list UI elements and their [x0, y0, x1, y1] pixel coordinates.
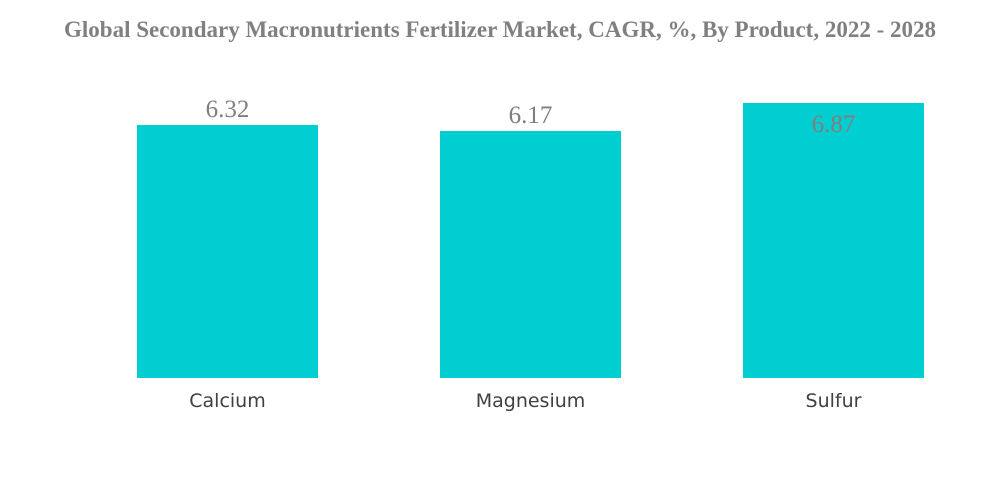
value-label-sulfur: 6.87	[812, 111, 856, 138]
bars-group	[137, 103, 924, 378]
category-label-calcium: Calcium	[189, 390, 265, 412]
category-labels-group: Calcium Magnesium Sulfur	[189, 390, 861, 412]
value-label-calcium: 6.32	[206, 96, 250, 123]
value-labels-group: 6.32 6.17 6.87	[206, 96, 856, 138]
chart-title: Global Secondary Macronutrients Fertiliz…	[64, 17, 936, 42]
bar-sulfur	[743, 103, 924, 378]
category-label-magnesium: Magnesium	[476, 390, 586, 412]
bar-calcium	[137, 125, 318, 378]
bar-magnesium	[440, 131, 621, 378]
value-label-magnesium: 6.17	[509, 102, 553, 129]
category-label-sulfur: Sulfur	[806, 390, 862, 412]
